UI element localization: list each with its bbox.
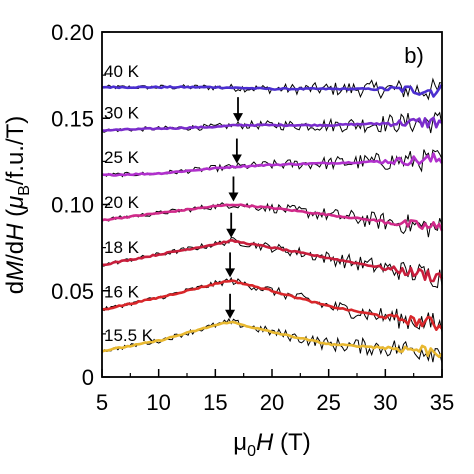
y-tick-label: 0.20 — [51, 20, 94, 45]
series-line — [101, 320, 443, 359]
series-line — [101, 116, 443, 132]
y-axis-title: dM/dH (μB/f.u./T) — [2, 116, 33, 295]
series-line — [101, 83, 444, 98]
axis-ticks: 5 10 15 20 25 30 35 0 0.05 0.10 0.15 0.20 — [51, 20, 454, 415]
raw-data-line — [101, 318, 443, 364]
x-tick-label: 10 — [146, 390, 170, 415]
x-tick-label: 15 — [203, 390, 227, 415]
series-label: 40 K — [104, 62, 140, 81]
x-tick-label: 25 — [316, 390, 340, 415]
x-tick-label: 30 — [373, 390, 397, 415]
x-axis-title: μ0H (T) — [233, 429, 310, 460]
peak-arrow — [225, 293, 236, 319]
y-tick-label: 0.05 — [51, 279, 94, 304]
panel-label: b) — [404, 43, 424, 68]
series-line — [101, 152, 444, 177]
series-label: 15.5 K — [104, 326, 154, 345]
series-label: 20 K — [104, 193, 140, 212]
series-label: 30 K — [104, 103, 140, 122]
series-labels: 40 K 30 K 25 K 20 K 18 K 16 K 15.5 K — [104, 62, 154, 345]
y-tick-label: 0 — [82, 365, 94, 390]
peak-arrow — [225, 252, 236, 278]
series-line — [101, 279, 443, 331]
peak-arrow — [228, 176, 239, 202]
raw-data-line — [101, 111, 443, 134]
peak-arrow — [226, 212, 237, 238]
peak-arrow — [233, 97, 243, 123]
series-label: 16 K — [104, 283, 140, 302]
x-tick-label: 5 — [96, 390, 108, 415]
raw-data-line — [101, 236, 443, 289]
raw-data-line — [101, 202, 443, 238]
y-tick-label: 0.10 — [51, 193, 94, 218]
series-label: 18 K — [104, 238, 140, 257]
raw-data-line — [101, 276, 443, 333]
peak-arrow — [231, 138, 242, 164]
y-tick-label: 0.15 — [51, 106, 94, 131]
series-layer — [101, 77, 444, 364]
series-line — [102, 239, 444, 283]
peak-arrows — [225, 97, 243, 319]
series-line — [101, 203, 444, 232]
series-label: 25 K — [104, 148, 140, 167]
x-tick-label: 20 — [260, 390, 284, 415]
x-tick-label: 35 — [430, 390, 454, 415]
